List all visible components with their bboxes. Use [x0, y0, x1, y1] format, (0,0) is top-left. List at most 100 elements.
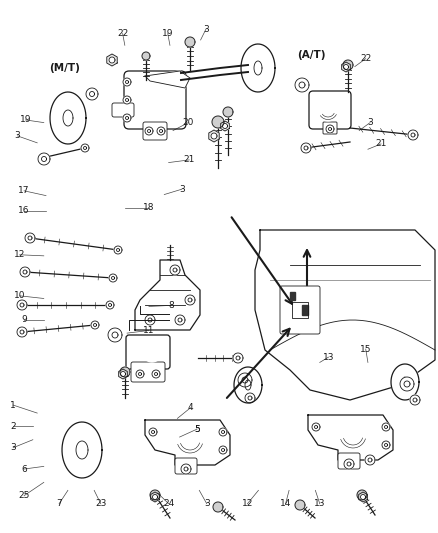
FancyBboxPatch shape — [309, 91, 351, 129]
Text: 17: 17 — [18, 187, 30, 195]
Polygon shape — [145, 420, 230, 465]
FancyBboxPatch shape — [338, 453, 360, 469]
Circle shape — [145, 127, 153, 135]
Text: 3: 3 — [14, 132, 21, 140]
Text: 25: 25 — [18, 491, 30, 500]
Text: 21: 21 — [375, 140, 387, 148]
Circle shape — [213, 502, 223, 512]
Circle shape — [123, 114, 131, 122]
Circle shape — [120, 367, 130, 377]
Text: 6: 6 — [21, 465, 27, 473]
Polygon shape — [342, 62, 350, 72]
Circle shape — [295, 78, 309, 92]
Circle shape — [147, 89, 163, 105]
Text: 15: 15 — [360, 345, 371, 353]
Circle shape — [182, 432, 198, 448]
Circle shape — [152, 370, 160, 378]
Text: 22: 22 — [360, 54, 371, 63]
Text: 10: 10 — [14, 292, 25, 300]
Ellipse shape — [391, 364, 419, 400]
Polygon shape — [107, 54, 117, 66]
Circle shape — [365, 455, 375, 465]
Circle shape — [337, 419, 369, 451]
Circle shape — [175, 315, 185, 325]
Circle shape — [301, 143, 311, 153]
Text: 13: 13 — [323, 353, 334, 361]
Circle shape — [152, 495, 158, 499]
Text: 3: 3 — [179, 185, 185, 193]
FancyBboxPatch shape — [143, 122, 167, 140]
Circle shape — [86, 88, 98, 100]
Text: 1: 1 — [10, 401, 16, 409]
Text: 23: 23 — [95, 499, 106, 508]
Circle shape — [245, 393, 255, 403]
Text: 9: 9 — [21, 316, 27, 324]
Polygon shape — [290, 292, 295, 300]
Circle shape — [157, 127, 165, 135]
Circle shape — [326, 125, 334, 133]
Text: 21: 21 — [184, 156, 195, 164]
Polygon shape — [145, 71, 190, 88]
Text: 5: 5 — [194, 425, 200, 433]
Circle shape — [382, 423, 390, 431]
Text: 3: 3 — [10, 443, 16, 452]
Circle shape — [410, 395, 420, 405]
Circle shape — [114, 246, 122, 254]
Circle shape — [178, 428, 202, 452]
Text: 12: 12 — [14, 251, 25, 259]
Circle shape — [20, 267, 30, 277]
Ellipse shape — [241, 44, 275, 92]
Circle shape — [323, 105, 333, 115]
FancyBboxPatch shape — [126, 335, 170, 369]
Circle shape — [106, 301, 114, 309]
Circle shape — [382, 441, 390, 449]
Circle shape — [136, 370, 144, 378]
Circle shape — [139, 81, 171, 113]
Circle shape — [295, 500, 305, 510]
Circle shape — [25, 233, 35, 243]
Circle shape — [148, 348, 156, 356]
Text: 16: 16 — [18, 206, 30, 215]
Circle shape — [211, 133, 217, 139]
FancyBboxPatch shape — [131, 362, 165, 382]
FancyBboxPatch shape — [112, 103, 134, 117]
Text: 19: 19 — [162, 29, 173, 38]
FancyBboxPatch shape — [323, 122, 337, 134]
Text: 3: 3 — [367, 118, 373, 127]
Polygon shape — [119, 369, 127, 379]
Polygon shape — [221, 121, 230, 131]
Circle shape — [345, 427, 361, 443]
FancyBboxPatch shape — [124, 71, 186, 129]
Circle shape — [212, 116, 224, 128]
Circle shape — [238, 373, 252, 387]
Text: 19: 19 — [20, 116, 31, 124]
Circle shape — [360, 495, 365, 499]
Polygon shape — [209, 130, 219, 142]
Text: 3: 3 — [203, 25, 209, 34]
Polygon shape — [151, 492, 159, 502]
Circle shape — [123, 96, 131, 104]
Circle shape — [219, 428, 227, 436]
Text: (A/T): (A/T) — [297, 50, 325, 60]
Circle shape — [149, 428, 157, 436]
Ellipse shape — [234, 367, 262, 403]
Polygon shape — [302, 305, 308, 315]
Text: 5: 5 — [194, 425, 200, 433]
Text: 7: 7 — [56, 499, 62, 508]
Circle shape — [38, 153, 50, 165]
Circle shape — [170, 265, 180, 275]
Circle shape — [185, 295, 195, 305]
Circle shape — [120, 372, 126, 376]
Text: 18: 18 — [143, 204, 155, 212]
Circle shape — [123, 78, 131, 86]
Text: 12: 12 — [242, 499, 253, 508]
Text: 14: 14 — [280, 499, 291, 508]
Circle shape — [344, 459, 354, 469]
Ellipse shape — [50, 92, 86, 144]
Polygon shape — [359, 492, 367, 502]
Circle shape — [408, 130, 418, 140]
Circle shape — [174, 424, 206, 456]
Circle shape — [17, 327, 27, 337]
Text: 11: 11 — [143, 326, 155, 335]
Text: 8: 8 — [168, 301, 174, 310]
